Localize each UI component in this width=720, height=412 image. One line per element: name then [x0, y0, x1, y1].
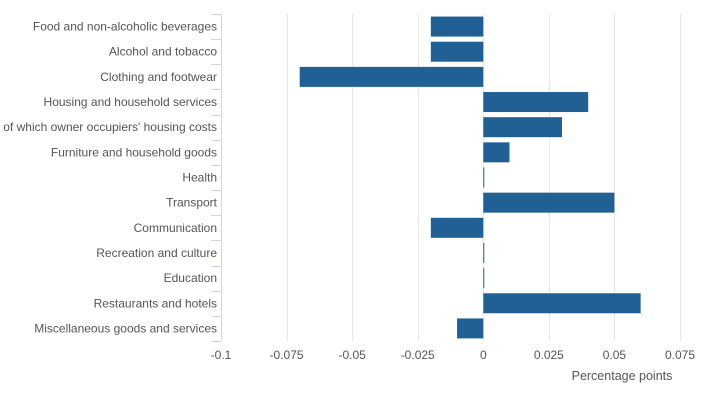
category-label-9: Recreation and culture: [96, 246, 217, 260]
bar-4[interactable]: [483, 117, 562, 138]
x-tick-label-1: -0.075: [270, 348, 304, 362]
x-tick-labels: -0.1 -0.075 -0.05 -0.025 0 0.025 0.05 0.075: [211, 348, 696, 362]
x-tick-label-7: 0.075: [665, 348, 695, 362]
category-label-8: Communication: [134, 221, 217, 235]
bar-0[interactable]: [430, 16, 484, 37]
category-label-0: Food and non-alcoholic beverages: [33, 20, 217, 34]
x-tick-label-2: -0.05: [338, 348, 366, 362]
bars: [299, 16, 641, 339]
bar-8[interactable]: [430, 217, 484, 238]
bar-9[interactable]: [483, 242, 485, 263]
bar-1[interactable]: [430, 41, 484, 62]
bar-10[interactable]: [483, 268, 485, 289]
x-tick-label-0: -0.1: [211, 348, 232, 362]
category-label-5: Furniture and household goods: [51, 145, 217, 159]
category-label-2: Clothing and footwear: [100, 70, 217, 84]
category-labels: Food and non-alcoholic beverages Alcohol …: [3, 20, 217, 336]
category-label-11: Restaurants and hotels: [94, 296, 217, 310]
bar-7[interactable]: [483, 192, 615, 213]
bar-11[interactable]: [483, 293, 641, 314]
category-label-3: Housing and household services: [44, 95, 217, 109]
x-tick-label-4: 0: [480, 348, 487, 362]
bar-6[interactable]: [483, 167, 485, 188]
category-label-4: of which owner occupiers' housing costs: [3, 120, 217, 134]
bar-3[interactable]: [483, 92, 589, 113]
category-label-6: Health: [182, 171, 217, 185]
bar-2[interactable]: [299, 66, 484, 87]
bar-5[interactable]: [483, 142, 510, 163]
x-tick-label-5: 0.025: [534, 348, 564, 362]
category-label-1: Alcohol and tobacco: [109, 45, 217, 59]
category-axis: [211, 14, 222, 342]
x-axis-title: Percentage points: [572, 369, 673, 383]
gridlines: [221, 14, 681, 341]
category-label-12: Miscellaneous goods and services: [34, 321, 217, 335]
bar-12[interactable]: [457, 318, 484, 339]
x-tick-label-6: 0.05: [603, 348, 627, 362]
category-label-10: Education: [164, 271, 217, 285]
category-label-7: Transport: [166, 196, 218, 210]
x-tick-label-3: -0.025: [401, 348, 435, 362]
